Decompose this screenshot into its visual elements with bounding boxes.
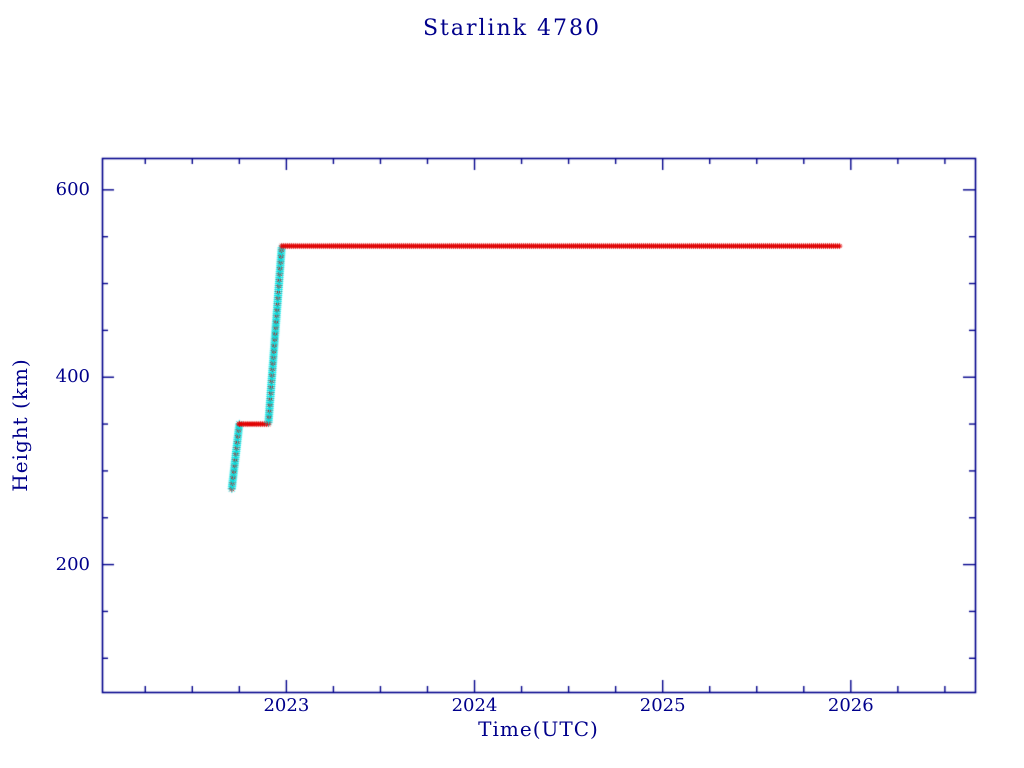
x-tick-label: 2024 (451, 695, 498, 716)
y-tick-label: 600 (55, 178, 90, 200)
x-tick-label: 2023 (263, 695, 310, 716)
x-axis-label: Time(UTC) (478, 717, 599, 741)
y-tick-label: 400 (55, 366, 90, 388)
x-tick-label: 2026 (827, 695, 874, 716)
chart-title: Starlink 4780 (422, 16, 602, 41)
x-tick-label: 2025 (639, 695, 686, 716)
y-tick-label: 200 (55, 553, 90, 575)
